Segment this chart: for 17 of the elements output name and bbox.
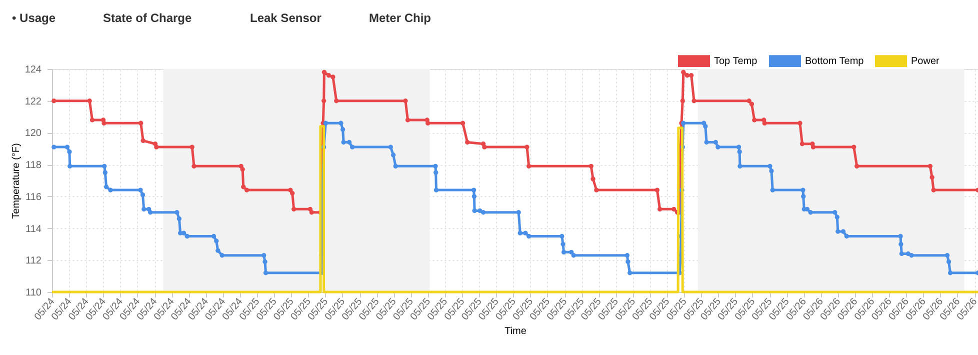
y-tick-label: 122 — [24, 96, 42, 108]
x-axis-title: Time — [504, 326, 527, 337]
y-tick-label: 110 — [26, 288, 42, 298]
legend-label: Top Temp — [714, 56, 758, 68]
text: Meter Chip — [369, 11, 432, 25]
y-tick-label: 114 — [26, 224, 42, 235]
y-tick-label: 118 — [26, 160, 42, 172]
legend-label: Power — [911, 56, 940, 68]
text: State of Charge — [103, 11, 192, 25]
y-tick-label: 116 — [26, 192, 42, 203]
y-tick-label: 124 — [24, 64, 42, 76]
legend-label: Bottom Temp — [805, 56, 864, 68]
y-tick-label: 112 — [26, 256, 42, 267]
text: • Usage — [12, 11, 56, 25]
y-tick-label: 120 — [24, 128, 42, 140]
text: Leak Sensor — [250, 11, 322, 25]
y-axis-title: Temperature (°F) — [10, 143, 22, 219]
